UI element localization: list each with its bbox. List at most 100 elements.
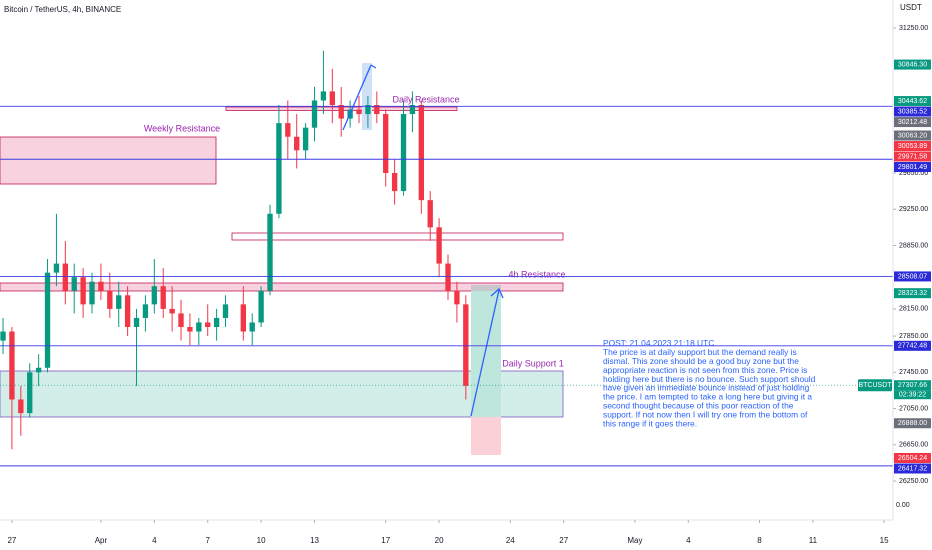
axis-extra: 0.00 <box>896 502 910 509</box>
x-tick-label: 15 <box>880 536 889 545</box>
price-label: 29971.58 <box>898 153 927 160</box>
x-tick-label: 4 <box>686 536 691 545</box>
x-tick-label: 20 <box>435 536 444 545</box>
y-tick-label: 29650.00 <box>899 170 928 177</box>
h4-zone <box>0 282 564 292</box>
price-label-box <box>894 151 931 162</box>
candle-body <box>329 91 335 106</box>
projection-box <box>362 63 372 130</box>
arrow-head <box>370 64 377 69</box>
candle-body <box>320 91 327 101</box>
arrow <box>470 289 500 417</box>
price-label: 27307.66 <box>898 382 927 389</box>
overlay: Weekly Resistance Daily Resistance 4h Re… <box>0 64 893 467</box>
candle-body <box>427 200 433 228</box>
axes: 31250.00 29650.00 29250.00 28850.00 28150.00… <box>7 25 931 545</box>
candle-body <box>445 263 451 291</box>
note-line: support. If not now then I will try one … <box>603 409 808 419</box>
price-label-box <box>894 453 931 464</box>
candle-body <box>240 304 246 332</box>
note-line: holding here but there is no bounce. Suc… <box>603 374 816 384</box>
candle-body <box>400 114 407 192</box>
candle-body <box>62 263 68 291</box>
candle-body <box>418 105 424 201</box>
candle-body <box>267 213 273 291</box>
x-tick-label: 11 <box>809 536 818 545</box>
candle-body <box>196 322 202 332</box>
x-tick-label: May <box>627 536 642 545</box>
symbol-box <box>858 379 892 392</box>
x-tick-label: 7 <box>205 536 210 545</box>
countdown-box <box>894 390 931 400</box>
candle-body <box>18 399 24 414</box>
x-tick-label: Apr <box>95 536 108 545</box>
price-label: 27742.48 <box>898 343 927 350</box>
candles <box>0 50 469 450</box>
symbol: BTCUSDT <box>858 382 892 389</box>
x-tick-label: 4 <box>152 536 157 545</box>
candle-body <box>53 263 60 273</box>
long-stop <box>471 417 501 455</box>
note-line: the price. I am tempted to take a long h… <box>603 392 812 402</box>
candle-body <box>151 286 157 305</box>
candle-body <box>142 304 149 318</box>
price-label-box <box>894 141 931 152</box>
candle-body <box>116 295 122 309</box>
candle-body <box>205 322 211 328</box>
candle-body <box>285 123 291 137</box>
candle-body <box>463 304 469 386</box>
y-tick-label: 27850.00 <box>899 333 928 340</box>
note-line: POST: 21.04.2023 21:18 UTC <box>603 338 714 348</box>
price-label-box <box>894 340 931 351</box>
price-label-box <box>894 380 931 391</box>
candle-body <box>383 114 389 173</box>
candle-body <box>302 127 309 151</box>
note-line: dismal. This zone should be a good buy z… <box>603 356 799 366</box>
note-line: have given an immediate bounce instead o… <box>603 383 810 393</box>
price-label: 30443.62 <box>898 98 927 105</box>
candle-body <box>436 227 442 264</box>
outline-zone <box>231 232 564 241</box>
note-line: this range if it goes there. <box>603 418 697 428</box>
price-label: 30385.52 <box>898 108 927 115</box>
x-tick-label: 17 <box>381 536 390 545</box>
y-tick-label: 28850.00 <box>899 242 928 249</box>
candle-body <box>178 313 184 328</box>
candle-body <box>249 322 255 332</box>
candle-body <box>365 105 371 115</box>
y-tick-label: 27450.00 <box>899 369 928 376</box>
price-label: 30053.89 <box>898 143 927 150</box>
price-label: 26504.24 <box>898 455 927 462</box>
price-label-box <box>894 288 931 299</box>
price-label: 28508.07 <box>898 273 927 280</box>
price-label-box <box>894 117 931 128</box>
candle-body <box>311 100 318 128</box>
candle-body <box>80 277 86 305</box>
note-line: second thought because of this poor reac… <box>603 401 794 411</box>
x-tick-label: 8 <box>757 536 762 545</box>
countdown: 02:39:22 <box>899 392 926 399</box>
y-tick-label: 28150.00 <box>899 306 928 313</box>
price-label-box <box>894 162 931 173</box>
y-tick-label: 26650.00 <box>899 442 928 449</box>
x-tick-label: 27 <box>7 536 16 545</box>
candle-body <box>187 327 193 332</box>
price-label-box <box>894 271 931 282</box>
price-label: 26417.32 <box>898 465 927 472</box>
candle-body <box>169 308 175 314</box>
candle-body <box>124 295 131 328</box>
price-label-box <box>894 418 931 429</box>
price-label-box <box>894 96 931 107</box>
long-top <box>471 285 501 291</box>
candle-body <box>391 172 398 192</box>
candle-body <box>9 331 15 400</box>
x-tick-label: 24 <box>506 536 515 545</box>
y-tick-label: 31250.00 <box>899 25 928 32</box>
price-label: 26888.00 <box>898 420 927 427</box>
candle-body <box>213 317 220 328</box>
y-tick-label: 26250.00 <box>899 478 928 485</box>
y-tick-label: 29250.00 <box>899 206 928 213</box>
